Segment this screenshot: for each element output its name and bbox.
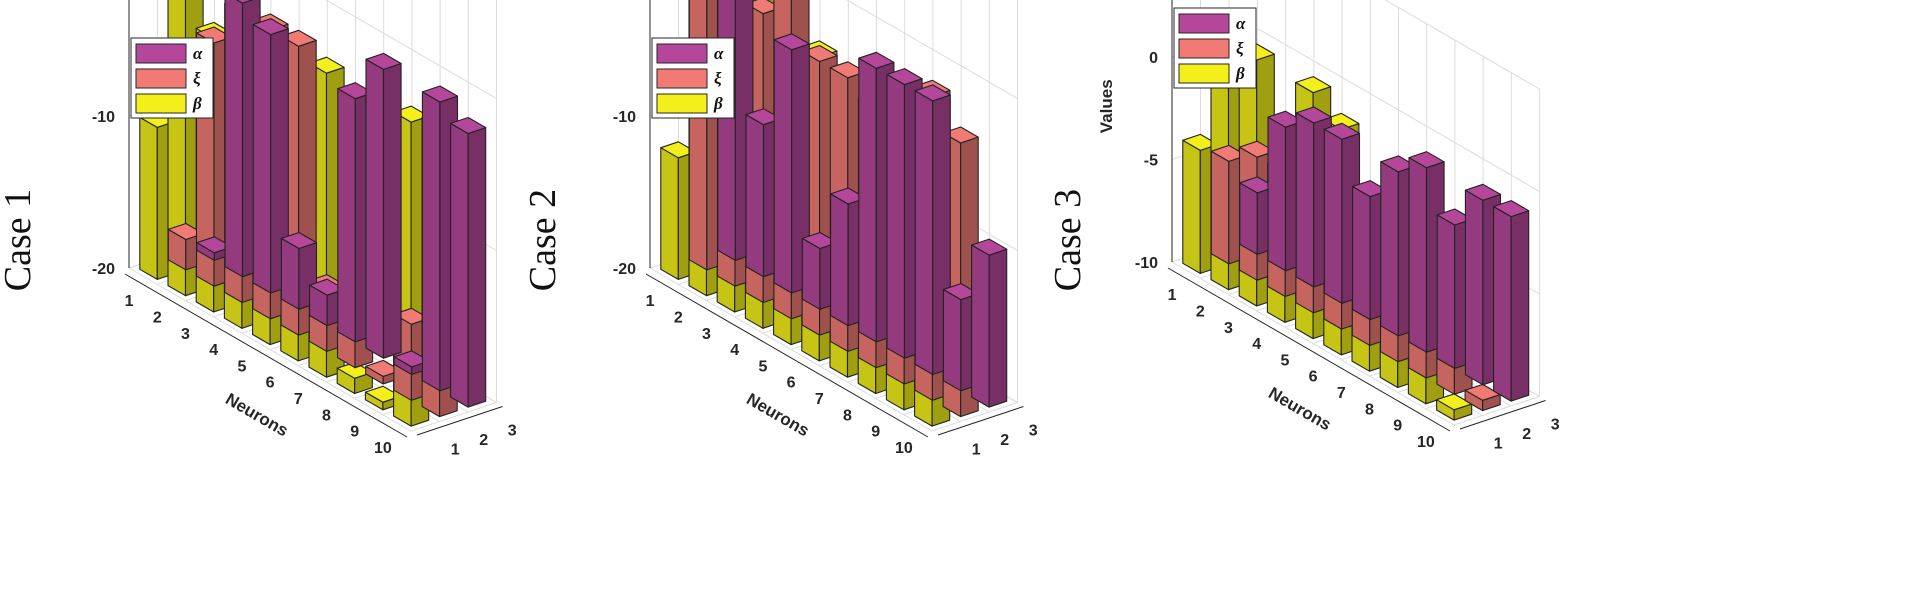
legend: αξβ xyxy=(651,37,735,119)
x-tick-label: 2 xyxy=(1196,303,1205,320)
y-tick-label: 3 xyxy=(508,422,517,439)
legend-swatch xyxy=(656,68,708,89)
chart-case-2: 20100-10-2012345678910123ValuesNeuronsCa… xyxy=(522,0,1038,458)
x-tick-label: 4 xyxy=(1252,336,1261,353)
y-tick-label: 2 xyxy=(1000,432,1009,449)
y-tick-label: 2 xyxy=(1522,426,1531,443)
bar--neuron-7 xyxy=(365,52,402,359)
x-tick-label: 7 xyxy=(815,391,824,408)
x-tick-label: 10 xyxy=(374,440,392,457)
z-tick-label: -10 xyxy=(1135,255,1158,272)
legend-swatch xyxy=(1178,63,1230,84)
x-axis-line xyxy=(124,273,408,438)
legend-entry: β xyxy=(713,94,723,113)
bar--neuron-4 xyxy=(1323,122,1361,304)
bar--neuron-6 xyxy=(858,51,895,343)
bar--neuron-8 xyxy=(336,361,373,395)
chart-case-1: 20100-10-2012345678910123ValuesNeuronsCa… xyxy=(0,0,517,458)
x-tick-label: 6 xyxy=(1309,369,1318,386)
case-label: Case 3 xyxy=(1047,189,1089,291)
x-tick-label: 5 xyxy=(237,358,246,375)
x-axis-label: Neurons xyxy=(1265,383,1334,434)
x-tick-label: 5 xyxy=(758,358,767,375)
x-tick-label: 10 xyxy=(895,440,913,457)
x-tick-label: 4 xyxy=(209,342,218,359)
y-axis-line xyxy=(937,406,1024,436)
y-tick-label: 3 xyxy=(1029,422,1038,439)
legend-swatch xyxy=(135,93,187,114)
x-tick-label: 3 xyxy=(702,326,711,343)
x-tick-label: 6 xyxy=(266,375,275,392)
legend-entry: ξ xyxy=(714,69,722,88)
x-tick-label: 8 xyxy=(322,407,331,424)
x-axis-line xyxy=(1167,267,1451,432)
y-tick-label: 3 xyxy=(1551,416,1560,433)
x-tick-label: 4 xyxy=(730,342,739,359)
bar--neuron-10 xyxy=(1493,200,1530,402)
z-tick-label: -20 xyxy=(92,261,115,278)
x-tick-label: 1 xyxy=(1168,287,1177,304)
legend-swatch xyxy=(1178,38,1230,59)
bar--neuron-10 xyxy=(1436,393,1473,421)
legend: αξβ xyxy=(130,37,214,119)
x-tick-label: 5 xyxy=(1280,352,1289,369)
x-tick-label: 8 xyxy=(1365,401,1374,418)
legend-entry: β xyxy=(1235,64,1245,83)
y-tick-label: 2 xyxy=(479,432,488,449)
legend-entry: α xyxy=(1236,14,1246,33)
x-tick-label: 9 xyxy=(1393,418,1402,435)
z-tick-label: -5 xyxy=(1144,153,1158,170)
legend-swatch xyxy=(656,43,708,64)
legend-entry: ξ xyxy=(193,69,201,88)
bar--neuron-10 xyxy=(450,116,487,408)
legend-entry: β xyxy=(192,94,202,113)
z-tick-label: -10 xyxy=(613,109,636,126)
x-tick-label: 3 xyxy=(1224,320,1233,337)
legend-entry: ξ xyxy=(1236,39,1244,58)
x-tick-label: 9 xyxy=(871,424,880,441)
y-tick-label: 1 xyxy=(451,441,460,458)
x-tick-label: 9 xyxy=(350,424,359,441)
y-axis-line xyxy=(1459,400,1546,430)
case-label: Case 1 xyxy=(0,189,39,291)
x-tick-label: 6 xyxy=(787,375,796,392)
x-tick-label: 1 xyxy=(646,293,655,310)
x-tick-label: 1 xyxy=(125,293,134,310)
legend-swatch xyxy=(1178,13,1230,34)
case-label: Case 2 xyxy=(522,189,564,291)
x-axis-label: Neurons xyxy=(743,389,812,440)
x-tick-label: 3 xyxy=(181,326,190,343)
legend-swatch xyxy=(135,43,187,64)
z-axis-label: Values xyxy=(1097,79,1116,133)
x-axis-label: Neurons xyxy=(222,389,291,440)
bar--neuron-1 xyxy=(196,236,233,261)
z-tick-label: 0 xyxy=(1149,50,1158,67)
x-tick-label: 2 xyxy=(674,309,683,326)
y-axis-line xyxy=(416,406,503,436)
legend-entry: α xyxy=(714,44,724,63)
z-tick-label: -10 xyxy=(92,109,115,126)
legend-swatch xyxy=(656,93,708,114)
legend: αξβ xyxy=(1173,7,1257,89)
z-tick-label: -20 xyxy=(613,261,636,278)
x-axis-line xyxy=(645,273,929,438)
x-tick-label: 2 xyxy=(153,309,162,326)
x-tick-label: 10 xyxy=(1417,434,1435,451)
x-tick-label: 8 xyxy=(843,407,852,424)
legend-entry: α xyxy=(193,44,203,63)
x-tick-label: 7 xyxy=(1337,385,1346,402)
bar--neuron-3 xyxy=(252,18,289,294)
y-tick-label: 1 xyxy=(972,441,981,458)
bar--neuron-10 xyxy=(971,238,1008,408)
y-tick-label: 1 xyxy=(1494,435,1503,452)
legend-swatch xyxy=(135,68,187,89)
x-tick-label: 7 xyxy=(294,391,303,408)
bar--neuron-10 xyxy=(1464,383,1501,412)
